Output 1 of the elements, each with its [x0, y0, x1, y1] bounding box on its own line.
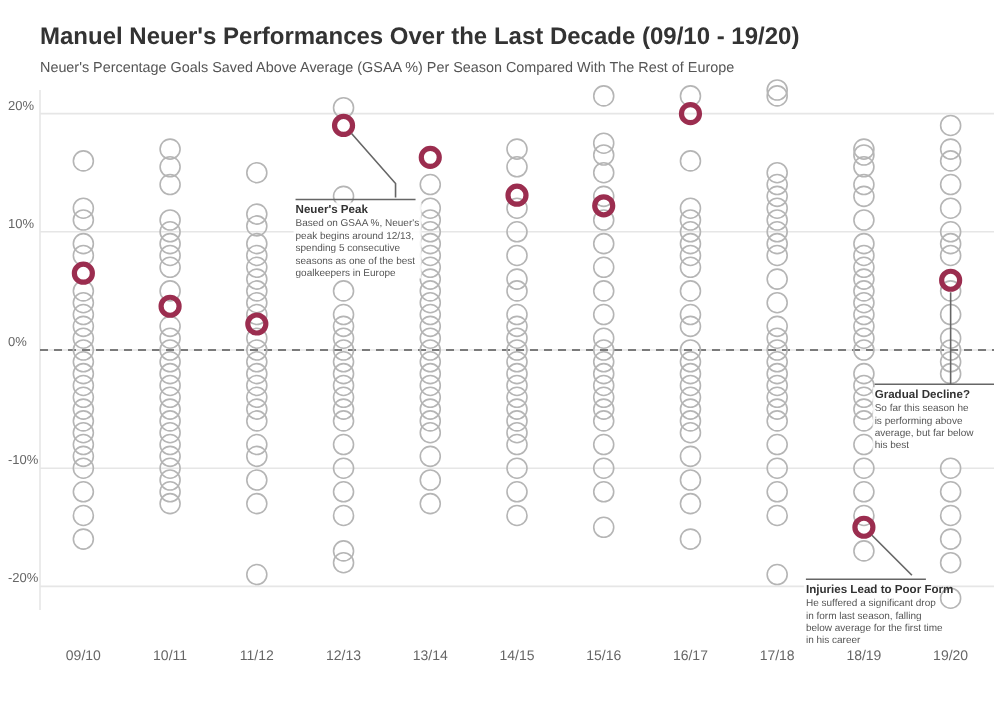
chart-title: Manuel Neuer's Performances Over the Last Decade (09/10 - 19/20): [40, 22, 800, 50]
